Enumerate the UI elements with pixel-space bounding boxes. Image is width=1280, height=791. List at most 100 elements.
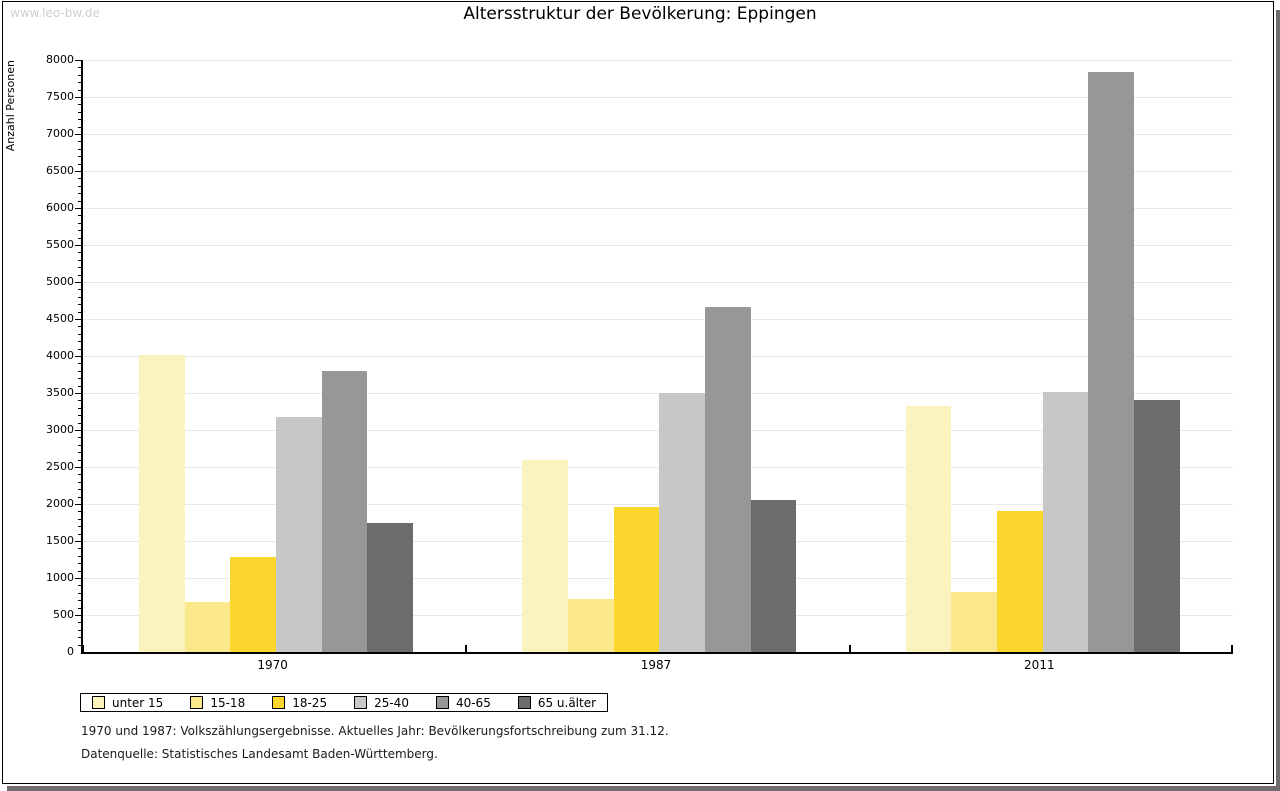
y-minor-tick-1600: [78, 533, 81, 535]
y-tick-label-3500: 3500: [46, 386, 74, 399]
y-minor-tick-5600: [78, 237, 81, 239]
y-tick-label-3000: 3000: [46, 423, 74, 436]
plot-area: [75, 60, 1233, 654]
legend-label: 65 u.älter: [537, 695, 597, 710]
y-tick-label-5500: 5500: [46, 238, 74, 251]
gridline-4000: [83, 356, 1233, 357]
y-minor-tick-4400: [78, 326, 81, 328]
y-major-tick-500: [75, 615, 81, 616]
y-major-tick-7500: [75, 97, 81, 98]
x-tick-0: [82, 645, 84, 652]
bar-1970-unter-15: [139, 354, 185, 652]
y-major-tick-4000: [75, 356, 81, 357]
y-tick-label-6500: 6500: [46, 164, 74, 177]
footnote-method: 1970 und 1987: Volkszählungsergebnisse. …: [81, 724, 669, 738]
gridline-2000: [83, 504, 1233, 505]
y-tick-label-0: 0: [67, 645, 74, 658]
bar-2011-15-18: [951, 592, 997, 652]
y-minor-tick-800: [78, 592, 81, 594]
bar-1987-65-u-lter: [750, 500, 797, 652]
y-minor-tick-6300: [78, 185, 81, 187]
y-minor-tick-6800: [78, 148, 81, 150]
y-minor-tick-900: [78, 585, 81, 587]
y-minor-tick-3300: [78, 407, 81, 409]
y-minor-tick-600: [78, 607, 81, 609]
y-minor-tick-6700: [78, 156, 81, 158]
bar-1970-65-u-lter: [367, 523, 413, 652]
bar-1987-18-25: [613, 506, 660, 652]
y-tick-label-2000: 2000: [46, 497, 74, 510]
gridline-5000: [83, 282, 1233, 283]
y-minor-tick-2900: [78, 437, 81, 439]
gridline-3500: [83, 393, 1233, 394]
gridline-3000: [83, 430, 1233, 431]
y-minor-tick-5100: [78, 274, 81, 276]
legend-item-25-40: 25-40: [354, 696, 409, 710]
legend-item-unter-15: unter 15: [92, 696, 163, 710]
y-minor-tick-6400: [78, 178, 81, 180]
y-minor-tick-7100: [78, 126, 81, 128]
legend-item-40-65: 40-65: [435, 695, 491, 710]
bar-1970-18-25: [230, 557, 276, 652]
bar-2011-40-65: [1088, 71, 1134, 652]
y-minor-tick-6900: [78, 141, 81, 143]
gridline-2500: [83, 467, 1233, 468]
bar-1970-15-18: [184, 601, 231, 652]
y-minor-tick-1900: [78, 511, 81, 513]
legend-swatch-icon: [354, 696, 368, 709]
y-minor-tick-6600: [78, 163, 81, 165]
y-minor-tick-3600: [78, 385, 81, 387]
y-tick-label-6000: 6000: [46, 201, 74, 214]
y-major-tick-2000: [75, 504, 81, 505]
legend-label: 18-25: [292, 695, 328, 710]
y-minor-tick-700: [78, 600, 81, 602]
y-minor-tick-5200: [78, 267, 81, 269]
y-minor-tick-2300: [78, 481, 81, 483]
y-minor-tick-4700: [78, 304, 81, 306]
x-tick-2: [848, 645, 851, 652]
legend-label: 40-65: [455, 695, 491, 710]
legend-label: unter 15: [112, 695, 164, 710]
y-minor-tick-6200: [78, 193, 81, 195]
x-category-label-1970: 1970: [257, 658, 288, 672]
y-major-tick-6500: [75, 171, 81, 172]
bar-1987-25-40: [659, 393, 705, 652]
gridline-4500: [83, 319, 1233, 320]
legend-item-18-25: 18-25: [272, 696, 327, 710]
bar-2011-25-40: [1042, 391, 1089, 652]
y-minor-tick-4800: [78, 296, 81, 298]
y-tick-label-8000: 8000: [46, 53, 74, 66]
gridline-7500: [83, 97, 1233, 98]
y-minor-tick-1100: [78, 570, 81, 572]
y-tick-label-7500: 7500: [46, 90, 74, 103]
y-tick-label-4000: 4000: [46, 349, 74, 362]
y-minor-tick-4100: [78, 348, 81, 350]
y-minor-tick-3400: [78, 400, 81, 402]
y-tick-label-500: 500: [53, 608, 74, 621]
gridline-7000: [83, 134, 1233, 135]
y-minor-tick-3800: [78, 370, 81, 372]
y-major-tick-4500: [75, 319, 81, 320]
y-major-tick-6000: [75, 208, 81, 209]
y-minor-tick-4600: [78, 311, 81, 313]
x-category-label-1987: 1987: [640, 658, 672, 672]
y-minor-tick-7900: [78, 67, 81, 69]
bar-1987-unter-15: [522, 459, 568, 652]
y-minor-tick-2700: [78, 452, 81, 454]
gridline-5500: [83, 245, 1233, 246]
y-minor-tick-5300: [78, 259, 81, 261]
y-minor-tick-1300: [78, 555, 81, 557]
y-major-tick-2500: [75, 467, 81, 468]
y-minor-tick-7400: [78, 104, 81, 106]
gridline-6000: [83, 208, 1233, 209]
y-minor-tick-5400: [78, 252, 81, 254]
footnote-source: Datenquelle: Statistisches Landesamt Bad…: [81, 747, 438, 761]
y-tick-label-5000: 5000: [46, 275, 74, 288]
legend-label: 25-40: [374, 695, 409, 710]
y-minor-tick-5900: [78, 215, 81, 217]
gridline-6500: [83, 171, 1233, 172]
y-major-tick-8000: [75, 60, 81, 61]
y-minor-tick-4200: [78, 341, 81, 343]
y-minor-tick-2400: [78, 474, 81, 476]
